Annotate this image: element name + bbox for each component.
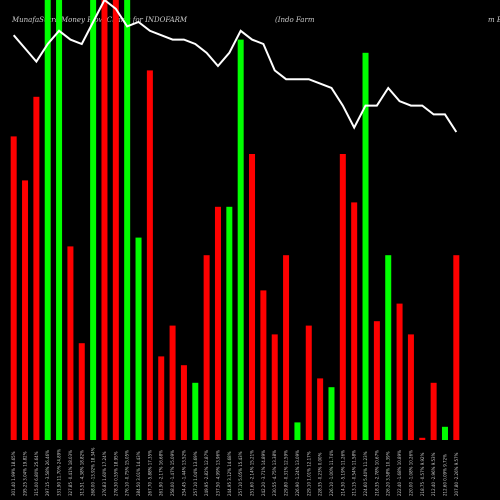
- bar-20: [226, 206, 233, 440]
- x-tick-label-18: 249.95 -2.82% 12.87%: [204, 450, 209, 496]
- bar-8: [90, 0, 97, 440]
- money-flow-line: [12, 0, 458, 133]
- bar-15: [169, 325, 176, 440]
- x-tick-label-7: 313.51 -4.38% 18.82%: [79, 450, 84, 496]
- bar-6: [67, 246, 74, 440]
- bar-10: [112, 0, 119, 440]
- x-tick-label-23: 242.20 -3.71% 14.89%: [261, 450, 266, 496]
- x-tick-label-25: 229.80 -0.31% 12.59%: [284, 450, 289, 496]
- x-tick-label-2: 295.25 3.04% 19.82%: [23, 451, 28, 496]
- bar-27: [305, 325, 312, 440]
- x-tick-label-40: 207.80 -2.26% 9.57%: [454, 452, 459, 496]
- x-tick-label-5: 331.90 11.70% 24.89%: [57, 449, 62, 496]
- x-tick-label-11: 276.10 -0.75% 15.05%: [125, 450, 130, 496]
- x-tick-label-36: 220.00 -1.08% 10.26%: [408, 450, 413, 496]
- bar-40: [453, 255, 460, 440]
- x-tick-label-8: 268.00 -13.92% 18.34%: [91, 447, 96, 496]
- bar-31: [351, 202, 358, 440]
- bar-1: [10, 136, 17, 440]
- x-tick-label-16: 254.45 -1.44% 13.52%: [181, 450, 186, 496]
- x-tick-label-24: 230.55 -4.75% 13.38%: [272, 450, 277, 496]
- bar-21: [237, 39, 244, 440]
- bar-33: [373, 321, 380, 440]
- bar-25: [283, 255, 290, 440]
- bar-19: [214, 206, 221, 440]
- bar-14: [158, 356, 165, 440]
- bar-16: [180, 365, 187, 440]
- bar-7: [78, 343, 85, 440]
- bar-22: [249, 154, 256, 440]
- bar-17: [192, 382, 199, 440]
- chart-subtitle: (Indo Farm: [275, 16, 315, 24]
- x-tick-label-17: 257.10 1.04% 13.69%: [193, 451, 198, 496]
- x-tick-label-37: 218.75 -0.57% 9.92%: [420, 452, 425, 496]
- x-axis-tick-labels: 301.40 1.99% 18.65% 295.25 3.04% 19.82% 31…: [11, 447, 459, 496]
- x-tick-label-3: 315.00 6.80% 25.64%: [34, 451, 39, 496]
- x-tick-label-32: 224.60 5.40% 11.23%: [363, 451, 368, 496]
- x-tick-label-15: 258.00 -1.47% 15.09%: [170, 450, 175, 496]
- bar-39: [441, 426, 448, 440]
- x-tick-label-1: 301.40 1.99% 18.65%: [11, 451, 16, 496]
- bar-2: [22, 180, 29, 440]
- bar-38: [430, 382, 437, 440]
- bar-18: [203, 255, 210, 440]
- bar-3: [33, 96, 40, 441]
- bar-5: [56, 0, 63, 440]
- bar-26: [294, 422, 301, 440]
- bar-28: [317, 378, 324, 440]
- x-tick-label-28: 228.35 -0.23% 0.00%: [318, 452, 323, 496]
- bar-11: [124, 0, 131, 440]
- x-tick-label-39: 212.60 0.09% 9.72%: [442, 454, 447, 496]
- bar-29: [328, 387, 335, 440]
- x-tick-label-26: 226.90 -1.24% 13.09%: [295, 450, 300, 496]
- bar-36: [407, 334, 414, 440]
- x-tick-label-19: 237.50 -4.99% 13.96%: [215, 450, 220, 496]
- bar-34: [385, 255, 392, 440]
- x-tick-label-13: 267.70 -5.88% 17.35%: [147, 450, 152, 496]
- x-tick-label-29: 226.10 -1.00% 11.74%: [329, 450, 334, 496]
- x-tick-label-14: 261.90 -2.17% 16.68%: [159, 450, 164, 496]
- x-tick-label-38: 212.40 -2.96% 9.53%: [431, 452, 436, 496]
- x-tick-label-33: 218.35 -2.78% 10.67%: [374, 450, 379, 496]
- bar-30: [339, 154, 346, 440]
- x-tick-label-12: 284.50 3.01% 14.43%: [136, 451, 141, 496]
- x-tick-label-10: 278.30 0.55% 18.95%: [113, 451, 118, 496]
- bar-13: [146, 70, 153, 441]
- bar-24: [271, 334, 278, 440]
- x-tick-label-22: 251.60 -2.14% 15.21%: [250, 450, 255, 496]
- x-tick-label-34: 226.20 3.58% 10.39%: [386, 451, 391, 496]
- bar-series: [10, 0, 460, 441]
- x-tick-label-35: 222.40 -1.68% 10.89%: [397, 450, 402, 496]
- bar-12: [135, 237, 142, 440]
- chart-title-right: m E: [488, 16, 500, 24]
- x-tick-label-4: 297.15 -3.58% 26.46%: [45, 450, 50, 496]
- bar-32: [362, 52, 369, 441]
- chart-title: MunafaSutra Money Flow Charts for INDOFA…: [11, 16, 188, 24]
- bar-35: [396, 303, 403, 440]
- x-tick-label-9: 276.83 1.60% 17.24%: [102, 451, 107, 496]
- bar-23: [260, 290, 267, 440]
- x-tick-label-20: 244.95 3.12% 14.68%: [227, 451, 232, 496]
- x-tick-label-6: 327.85 -0.41% 18.03%: [68, 450, 73, 496]
- x-tick-label-31: 213.15 -0.54% 11.58%: [352, 450, 357, 496]
- x-tick-label-21: 257.10 5.05% 15.43%: [238, 451, 243, 496]
- bar-37: [419, 437, 426, 440]
- bar-4: [44, 0, 51, 440]
- x-tick-label-30: 214.30 -5.19% 11.26%: [340, 450, 345, 496]
- bar-9: [101, 0, 108, 440]
- x-tick-label-27: 229.10 1.01% 12.17%: [306, 451, 311, 496]
